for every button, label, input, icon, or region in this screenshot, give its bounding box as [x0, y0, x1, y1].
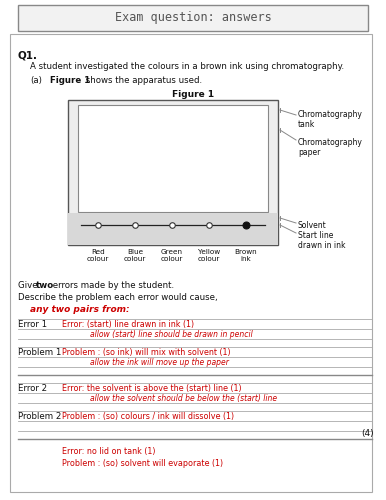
Text: Error: (start) line drawn in ink (1): Error: (start) line drawn in ink (1): [62, 320, 194, 329]
Text: (a): (a): [30, 76, 42, 85]
Text: Chromatography
paper: Chromatography paper: [298, 138, 363, 158]
Text: Problem 2: Problem 2: [18, 412, 61, 421]
Text: Exam question: answers: Exam question: answers: [115, 12, 271, 24]
Text: Chromatography
tank: Chromatography tank: [298, 110, 363, 130]
Text: (4): (4): [361, 429, 374, 438]
Text: Q1.: Q1.: [18, 50, 38, 60]
Text: Error: the solvent is above the (start) line (1): Error: the solvent is above the (start) …: [62, 384, 242, 393]
Text: any two pairs from:: any two pairs from:: [30, 305, 130, 314]
Text: two: two: [36, 281, 54, 290]
Text: Blue
colour: Blue colour: [124, 249, 146, 262]
Text: allow (start) line should be drawn in pencil: allow (start) line should be drawn in pe…: [90, 330, 253, 339]
Text: Problem : (so) solvent will evaporate (1): Problem : (so) solvent will evaporate (1…: [62, 459, 223, 468]
Text: Solvent: Solvent: [298, 221, 327, 230]
Text: Problem 1: Problem 1: [18, 348, 61, 357]
Text: Figure 1: Figure 1: [172, 90, 214, 99]
Text: Yellow
colour: Yellow colour: [198, 249, 220, 262]
Text: Red
colour: Red colour: [87, 249, 109, 262]
Text: A student investigated the colours in a brown ink using chromatography.: A student investigated the colours in a …: [30, 62, 344, 71]
Text: allow the solvent should be below the (start) line: allow the solvent should be below the (s…: [90, 394, 277, 403]
Bar: [18, 5, 368, 31]
Text: Brown
ink: Brown ink: [235, 249, 257, 262]
Bar: [78, 105, 268, 212]
Text: Give: Give: [18, 281, 41, 290]
Text: Start line
drawn in ink: Start line drawn in ink: [298, 231, 345, 250]
Bar: [68, 100, 278, 245]
Text: Problem : (so) colours / ink will dissolve (1): Problem : (so) colours / ink will dissol…: [62, 412, 234, 421]
Text: Describe the problem each error would cause,: Describe the problem each error would ca…: [18, 293, 218, 302]
Text: Figure 1: Figure 1: [50, 76, 90, 85]
Text: Green
colour: Green colour: [161, 249, 183, 262]
Text: Error: no lid on tank (1): Error: no lid on tank (1): [62, 447, 156, 456]
Text: Error 1: Error 1: [18, 320, 47, 329]
Bar: [68, 213, 278, 245]
Text: shows the apparatus used.: shows the apparatus used.: [83, 76, 202, 85]
Text: Error 2: Error 2: [18, 384, 47, 393]
Text: allow the ink will move up the paper: allow the ink will move up the paper: [90, 358, 229, 367]
Text: errors made by the student.: errors made by the student.: [50, 281, 174, 290]
Text: Problem : (so ink) will mix with solvent (1): Problem : (so ink) will mix with solvent…: [62, 348, 230, 357]
